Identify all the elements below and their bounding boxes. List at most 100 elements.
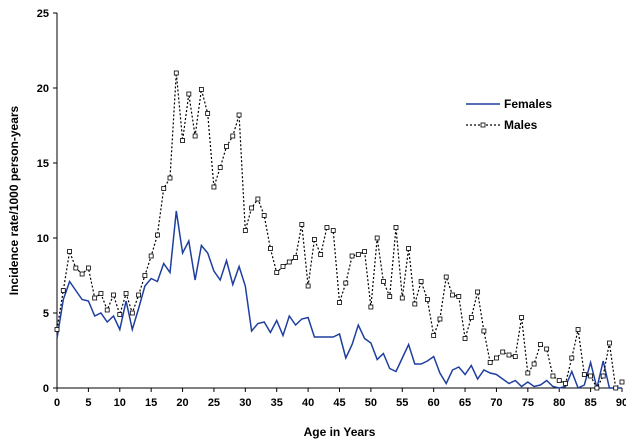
data-point-males [588,373,594,379]
data-point-males [544,346,550,352]
data-point-males [148,253,154,259]
data-point-males [98,291,104,296]
data-point-males [607,340,612,346]
data-point-males [54,327,60,332]
data-point-males [286,259,292,265]
data-point-males [343,280,349,286]
data-point-males [123,291,129,296]
data-point-males [236,112,242,118]
x-tick-label: 80 [553,397,565,409]
y-tick-label: 5 [43,308,49,320]
data-point-males [211,184,217,190]
x-tick-label: 30 [239,397,251,409]
data-point-males [173,70,179,76]
data-point-males [142,273,148,278]
data-point-males [249,205,255,211]
x-tick-label: 50 [365,397,377,409]
x-tick-label: 55 [396,397,408,409]
data-point-males [387,294,393,299]
data-point-males [531,361,537,367]
y-tick-label: 25 [37,8,49,20]
data-point-males [399,295,405,301]
data-point-males [161,186,167,191]
data-point-males [255,196,261,202]
data-point-males [494,355,499,361]
series-line-females [56,210,622,390]
data-point-males [242,228,248,233]
data-point-males [92,295,98,301]
x-tick-label: 0 [54,397,60,409]
data-point-males [368,304,374,310]
x-axis-title: Age in Years [304,425,376,439]
data-point-males [487,360,493,365]
y-tick-label: 20 [37,83,49,95]
data-point-males [550,373,556,379]
data-point-males [136,292,142,298]
x-tick-label: 90 [616,397,626,409]
data-point-males [261,213,267,218]
data-point-males [180,138,185,143]
data-point-males [324,225,330,230]
x-tick-label: 5 [85,397,91,409]
data-point-males [192,133,198,139]
data-point-males [569,355,575,361]
data-point-males [506,352,512,358]
data-point-males [437,316,443,322]
data-point-males [349,253,355,259]
data-point-males [117,312,123,317]
legend-label-males: Males [504,118,538,132]
data-point-males [512,354,518,359]
data-point-males [393,225,399,230]
data-point-males [556,378,562,383]
data-point-males [104,307,110,313]
data-point-males [268,246,273,251]
y-tick-label: 15 [37,158,49,170]
data-point-males [85,265,91,271]
data-point-males [412,301,418,307]
data-point-males [198,87,204,92]
data-point-males [111,292,116,298]
data-point-males [619,379,625,385]
x-tick-label: 20 [176,397,188,409]
data-point-males [186,91,192,97]
data-point-males [67,249,72,254]
data-point-males [594,385,600,391]
x-tick-label: 75 [522,397,534,409]
data-point-males [274,270,280,275]
data-point-males [575,327,581,332]
data-point-males [293,255,298,260]
data-point-males [406,246,411,251]
data-point-males [230,133,236,139]
data-point-males [362,249,368,254]
data-point-males [305,283,311,289]
x-tick-label: 60 [428,397,440,409]
x-tick-label: 70 [490,397,502,409]
series-layer [54,70,625,391]
x-tick-label: 85 [584,397,596,409]
data-point-males [462,336,468,341]
data-point-males [318,252,324,257]
data-point-males [563,381,568,386]
data-point-males [468,315,474,320]
data-point-males [299,222,305,227]
data-point-males [205,111,211,116]
data-point-males [418,279,424,284]
y-axis-title: Incidence rate/1000 person-years [7,105,21,295]
data-point-males [537,342,543,347]
data-point-males [431,333,437,338]
x-tick-label: 65 [459,397,471,409]
data-point-males [450,292,455,298]
x-tick-label: 40 [302,397,314,409]
data-point-males [224,144,229,149]
data-point-males [330,228,336,233]
data-point-males [600,373,606,379]
legend-marker-males [480,122,486,128]
data-point-males [374,235,380,241]
data-point-males [456,294,462,299]
data-point-males [79,271,85,277]
x-tick-label: 10 [114,397,126,409]
data-point-males [355,252,361,257]
data-point-males [217,165,223,170]
data-point-males [481,328,487,334]
data-point-males [424,297,430,302]
